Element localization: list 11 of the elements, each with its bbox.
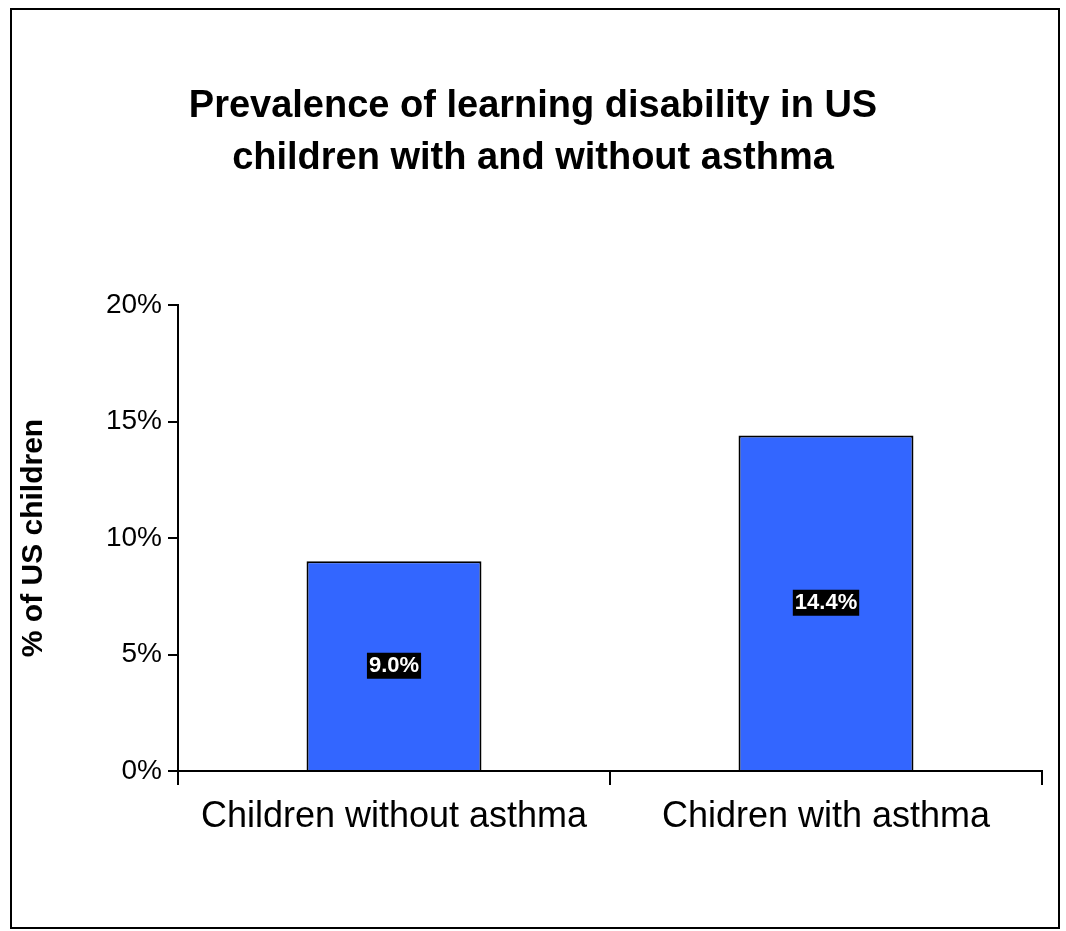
y-tick-label: 10% [105, 520, 162, 552]
chart-title: Prevalence of learning disability in US children with and without asthma [187, 82, 879, 179]
y-tick-label: 5% [121, 637, 162, 669]
y-tick-label: 15% [105, 404, 162, 436]
y-tick-label: 20% [105, 287, 162, 319]
data-label: 14.4% [794, 588, 858, 614]
data-label: 9.0% [368, 651, 420, 677]
x-tick-label: Chidren with asthma [661, 793, 992, 835]
y-tick-label: 0% [121, 753, 162, 785]
x-tick-label: Children without asthma [200, 793, 589, 835]
y-axis-title: % of US children [15, 418, 49, 658]
